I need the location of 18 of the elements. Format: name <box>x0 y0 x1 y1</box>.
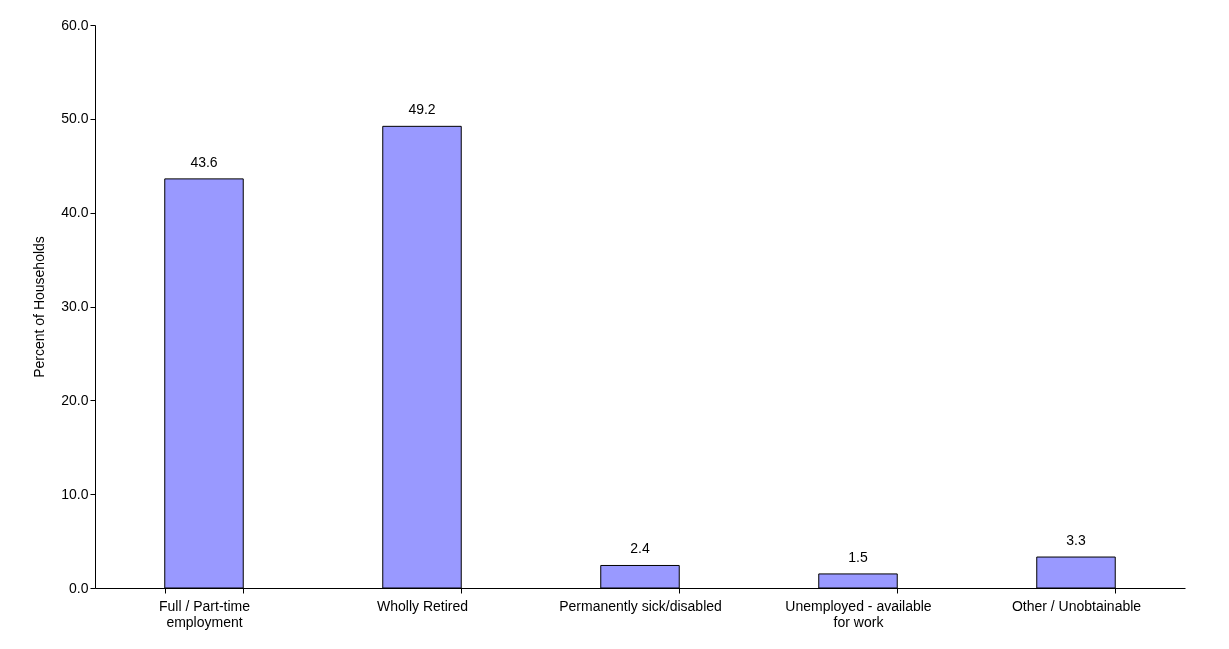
x-tick-label: Full / Part-time employment <box>158 597 251 630</box>
y-tick-label: 60.0 <box>61 16 89 33</box>
data-label: 1.5 <box>848 548 868 565</box>
y-tick-label: 40.0 <box>61 204 89 221</box>
x-tick-label: Unemployed - available for work <box>785 597 932 630</box>
data-label: 43.6 <box>190 153 218 170</box>
data-label: 3.3 <box>1066 532 1086 549</box>
y-tick-label: 50.0 <box>61 110 89 127</box>
x-tick-label: Permanently sick/disabled <box>559 597 722 614</box>
y-tick-label: 20.0 <box>61 391 89 408</box>
data-label: 49.2 <box>408 101 436 118</box>
y-axis-title: Percent of Households <box>31 236 48 378</box>
data-label: 2.4 <box>630 540 650 557</box>
y-tick-label: 10.0 <box>61 485 89 502</box>
y-tick-label: 0.0 <box>69 579 89 596</box>
x-tick-label: Other / Unobtainable <box>1011 597 1142 614</box>
x-tick-label: Wholly Retired <box>376 597 469 614</box>
y-tick-label: 30.0 <box>61 298 89 314</box>
